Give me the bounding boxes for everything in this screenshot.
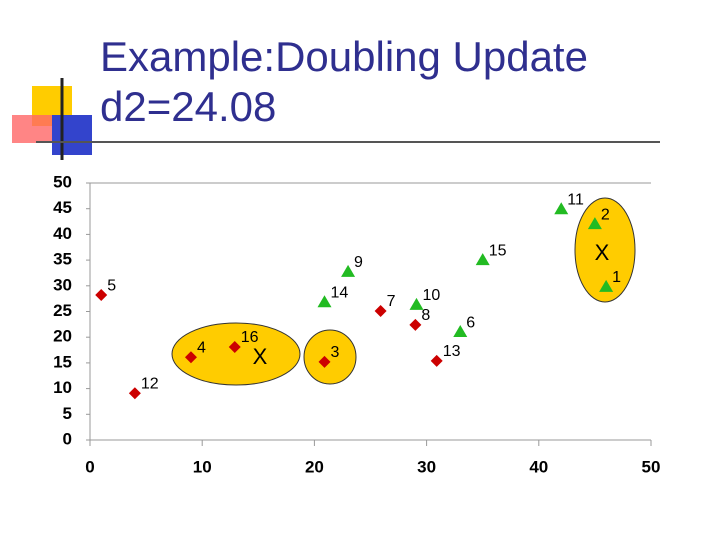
title-line: Example:Doubling Update: [100, 33, 588, 80]
point: [317, 295, 332, 308]
point: [453, 325, 468, 338]
y-tick-label: 10: [53, 378, 72, 397]
y-tick-label: 50: [53, 172, 72, 191]
point-label: 9: [354, 254, 363, 271]
point-label: 14: [330, 284, 348, 301]
y-tick-label: 15: [53, 352, 72, 371]
decor-square: [12, 115, 54, 143]
annotation: X: [595, 240, 610, 265]
x-tick-label: 40: [529, 457, 548, 476]
point-label: 3: [330, 344, 339, 361]
point-label: 8: [421, 307, 430, 324]
point-label: 7: [387, 293, 396, 310]
highlight-ellipse: [574, 197, 636, 303]
x-tick-label: 10: [193, 457, 212, 476]
y-tick-label: 35: [53, 250, 72, 269]
point: [228, 340, 241, 353]
point: [318, 355, 331, 368]
title-line: d2=24.08: [100, 83, 276, 130]
annotation: X: [253, 344, 268, 369]
point: [587, 217, 602, 230]
x-tick-label: 0: [85, 457, 94, 476]
point: [599, 279, 614, 292]
x-tick-label: 50: [642, 457, 661, 476]
y-tick-label: 40: [53, 224, 72, 243]
point-label: 4: [197, 339, 206, 356]
point-label: 1: [612, 269, 621, 286]
y-tick-label: 0: [63, 429, 72, 448]
point: [430, 354, 443, 367]
y-tick-label: 5: [63, 404, 72, 423]
point: [374, 304, 387, 317]
point-label: 15: [489, 242, 507, 259]
highlight-ellipse: [303, 329, 357, 385]
point: [95, 289, 108, 302]
point-label: 5: [107, 277, 116, 294]
y-tick-label: 20: [53, 327, 72, 346]
point: [475, 253, 490, 266]
x-tick-label: 30: [417, 457, 436, 476]
x-tick-label: 20: [305, 457, 324, 476]
decor-square: [52, 115, 92, 155]
point: [341, 264, 356, 277]
y-tick-label: 30: [53, 275, 72, 294]
point-label: 11: [567, 191, 584, 208]
highlight-ellipse: [171, 322, 301, 386]
point-label: 13: [443, 343, 461, 360]
point: [128, 387, 141, 400]
point-label: 16: [241, 329, 259, 346]
point-label: 2: [601, 206, 610, 223]
y-tick-label: 25: [53, 301, 72, 320]
point-label: 12: [141, 375, 159, 392]
point: [554, 202, 569, 215]
point: [409, 318, 422, 331]
point: [409, 297, 424, 310]
point: [184, 351, 197, 364]
point-label: 10: [423, 287, 441, 304]
y-tick-label: 45: [53, 198, 72, 217]
point-label: 6: [466, 314, 475, 331]
